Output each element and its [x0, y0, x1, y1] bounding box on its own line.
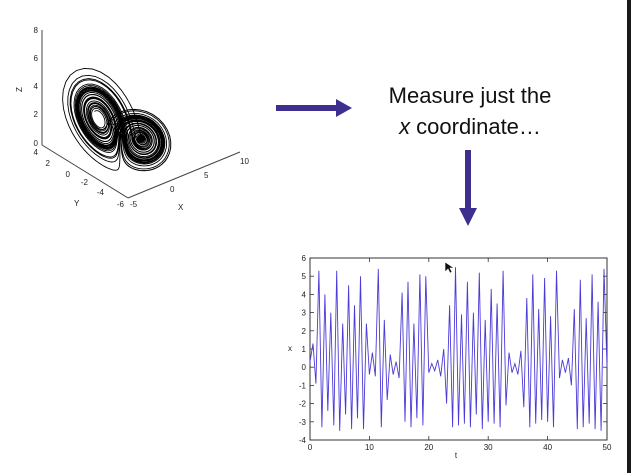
y-ticks: 4 2 0 -2 -4 -6	[34, 148, 125, 209]
plot3d-axes	[41, 30, 241, 199]
y-tick: 4	[34, 148, 39, 157]
y-tick-label: -1	[299, 381, 307, 390]
z-tick: 0	[34, 139, 39, 148]
y-tick-label: -3	[299, 418, 307, 427]
x-tick: 0	[170, 185, 175, 194]
window-edge	[627, 0, 631, 473]
x-tick-label: 30	[484, 443, 493, 452]
x-tick: 10	[240, 157, 249, 166]
caption-rest: coordinate…	[410, 114, 541, 139]
x-tick-label: 50	[603, 443, 612, 452]
y-tick-label: 5	[302, 272, 307, 281]
z-axis-label: Z	[15, 87, 24, 92]
y-tick-label: 1	[302, 345, 307, 354]
y-tick-label: 3	[302, 309, 307, 318]
y-tick: -4	[97, 188, 105, 197]
y-tick-label: 4	[302, 290, 307, 299]
down-arrow-icon	[459, 150, 477, 226]
x-tick-label: 40	[543, 443, 552, 452]
y-tick: 2	[46, 159, 51, 168]
y-axis-label: Y	[74, 199, 80, 208]
z-tick: 8	[34, 26, 39, 35]
z-tick: 2	[34, 110, 39, 119]
y-tick: 0	[66, 170, 71, 179]
attractor-3d-plot: 8 6 4 2 0 Z 4 2 0 -2 -4 -6 Y -5 0 5 10 X	[15, 26, 249, 212]
attractor-path	[62, 67, 172, 172]
x-tick: 5	[204, 171, 209, 180]
caption-variable: x	[399, 114, 411, 139]
x-ticks: -5 0 5 10	[130, 157, 249, 209]
caption-line-2: x coordinate…	[350, 111, 590, 142]
z-tick: 6	[34, 54, 39, 63]
y-tick: -2	[81, 178, 89, 187]
attractor-trajectory	[62, 67, 172, 172]
y-tick-label: -2	[299, 400, 307, 409]
chart-series	[309, 267, 608, 431]
x-tick-label: 0	[308, 443, 313, 452]
x-tick-label: 20	[424, 443, 433, 452]
y-tick-label: 0	[302, 363, 307, 372]
chart-y-label: x	[288, 344, 292, 353]
y-tick-label: 6	[302, 254, 307, 263]
mouse-cursor-icon	[444, 261, 455, 274]
z-ticks: 8 6 4 2 0	[34, 26, 39, 148]
caption-line-1: Measure just the	[388, 83, 552, 108]
y-tick-label: 2	[302, 327, 307, 336]
series-line	[309, 267, 608, 431]
x-tick-label: 10	[365, 443, 374, 452]
z-tick: 4	[34, 82, 39, 91]
right-arrow-icon	[276, 99, 352, 117]
y-tick: -6	[117, 200, 125, 209]
x-axis-label: X	[178, 203, 184, 212]
y-tick-label: -4	[299, 436, 307, 445]
caption: Measure just the x coordinate…	[350, 80, 590, 142]
x-tick: -5	[130, 200, 138, 209]
chart-x-label: t	[455, 451, 458, 460]
